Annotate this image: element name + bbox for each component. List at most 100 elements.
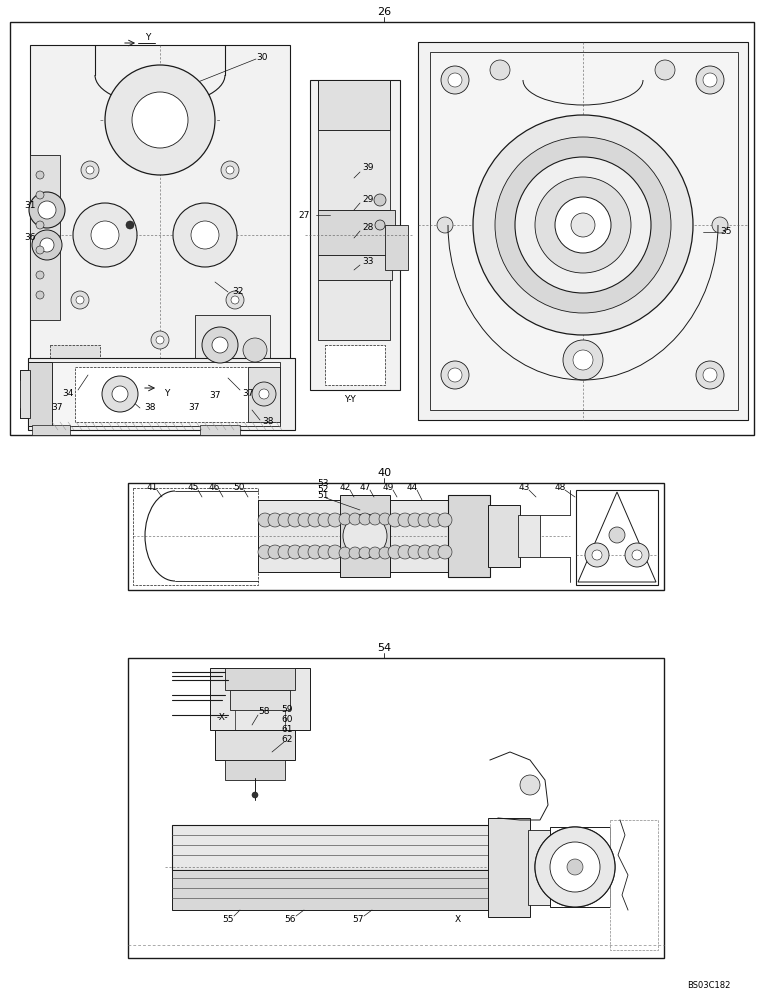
Circle shape: [259, 389, 269, 399]
Circle shape: [703, 368, 717, 382]
Text: 33: 33: [362, 257, 374, 266]
Circle shape: [173, 203, 237, 267]
Circle shape: [226, 291, 244, 309]
Circle shape: [298, 513, 312, 527]
Circle shape: [268, 513, 282, 527]
Circle shape: [258, 545, 272, 559]
Bar: [30, 45, 290, 390]
Text: 51: 51: [317, 491, 329, 500]
Text: 37: 37: [188, 403, 200, 412]
Circle shape: [703, 73, 717, 87]
Circle shape: [339, 513, 351, 525]
Circle shape: [379, 513, 391, 525]
Bar: [488, 818, 530, 917]
Circle shape: [418, 513, 432, 527]
Circle shape: [105, 65, 215, 175]
Circle shape: [369, 513, 381, 525]
Circle shape: [349, 547, 361, 559]
Circle shape: [268, 545, 282, 559]
Circle shape: [308, 545, 322, 559]
Circle shape: [712, 217, 728, 233]
Bar: [10, 22, 754, 435]
Bar: [52, 362, 280, 426]
Bar: [448, 495, 490, 577]
Circle shape: [126, 221, 134, 229]
Bar: [32, 425, 70, 435]
Text: 37: 37: [242, 388, 253, 397]
Text: Y: Y: [145, 33, 151, 42]
Text: Y: Y: [164, 389, 170, 398]
Bar: [558, 840, 575, 895]
Bar: [418, 42, 748, 420]
Circle shape: [102, 376, 138, 412]
Circle shape: [535, 827, 615, 907]
Text: 47: 47: [359, 483, 371, 491]
Circle shape: [375, 220, 385, 230]
Text: 36: 36: [25, 233, 36, 242]
Circle shape: [398, 545, 412, 559]
Circle shape: [308, 513, 322, 527]
Bar: [172, 870, 490, 910]
Text: 45: 45: [187, 483, 199, 491]
Bar: [576, 490, 658, 585]
Bar: [230, 690, 290, 710]
Bar: [235, 710, 285, 730]
Circle shape: [438, 545, 452, 559]
Circle shape: [278, 545, 292, 559]
Bar: [128, 483, 664, 590]
Text: 31: 31: [25, 200, 36, 210]
Text: 62: 62: [281, 736, 293, 744]
Bar: [215, 730, 295, 760]
Circle shape: [437, 217, 453, 233]
Circle shape: [428, 545, 442, 559]
Circle shape: [86, 166, 94, 174]
Circle shape: [563, 855, 587, 879]
Text: 39: 39: [362, 163, 374, 172]
Text: 37: 37: [209, 390, 220, 399]
Bar: [528, 830, 560, 905]
Circle shape: [585, 543, 609, 567]
Text: 38: 38: [262, 418, 273, 426]
Text: 55: 55: [222, 916, 233, 924]
Circle shape: [374, 194, 386, 206]
Circle shape: [359, 547, 371, 559]
Bar: [28, 362, 52, 426]
Circle shape: [202, 327, 238, 363]
Bar: [325, 345, 385, 385]
Circle shape: [428, 513, 442, 527]
Circle shape: [592, 550, 602, 560]
Bar: [30, 155, 60, 320]
Circle shape: [535, 827, 615, 907]
Circle shape: [495, 137, 671, 313]
Circle shape: [448, 368, 462, 382]
Text: 38: 38: [144, 403, 156, 412]
Circle shape: [609, 527, 625, 543]
Circle shape: [573, 350, 593, 370]
Bar: [318, 255, 392, 280]
Circle shape: [550, 842, 600, 892]
Circle shape: [132, 92, 188, 148]
Text: 60: 60: [281, 716, 293, 724]
Bar: [248, 367, 280, 422]
Circle shape: [655, 60, 675, 80]
Text: 34: 34: [62, 388, 74, 397]
Circle shape: [328, 545, 342, 559]
Circle shape: [73, 203, 137, 267]
Circle shape: [36, 221, 44, 229]
Bar: [225, 668, 295, 690]
Bar: [310, 80, 400, 390]
Circle shape: [369, 547, 381, 559]
Circle shape: [278, 513, 292, 527]
Circle shape: [343, 514, 387, 558]
Bar: [20, 370, 30, 418]
Circle shape: [515, 157, 651, 293]
Circle shape: [288, 545, 302, 559]
Circle shape: [36, 246, 44, 254]
Circle shape: [212, 337, 228, 353]
Circle shape: [191, 221, 219, 249]
Bar: [50, 345, 100, 390]
Circle shape: [156, 336, 164, 344]
Text: 53: 53: [317, 480, 329, 488]
Circle shape: [36, 271, 44, 279]
Bar: [200, 425, 240, 435]
